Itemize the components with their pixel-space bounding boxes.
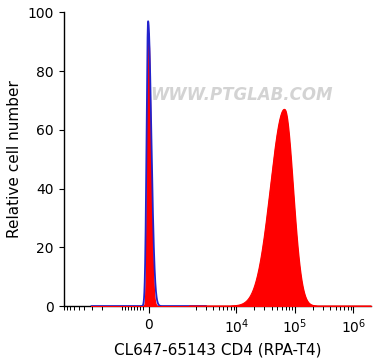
Text: WWW.PTGLAB.COM: WWW.PTGLAB.COM (151, 86, 333, 104)
Y-axis label: Relative cell number: Relative cell number (7, 80, 22, 238)
X-axis label: CL647-65143 CD4 (RPA-T4): CL647-65143 CD4 (RPA-T4) (113, 342, 321, 357)
